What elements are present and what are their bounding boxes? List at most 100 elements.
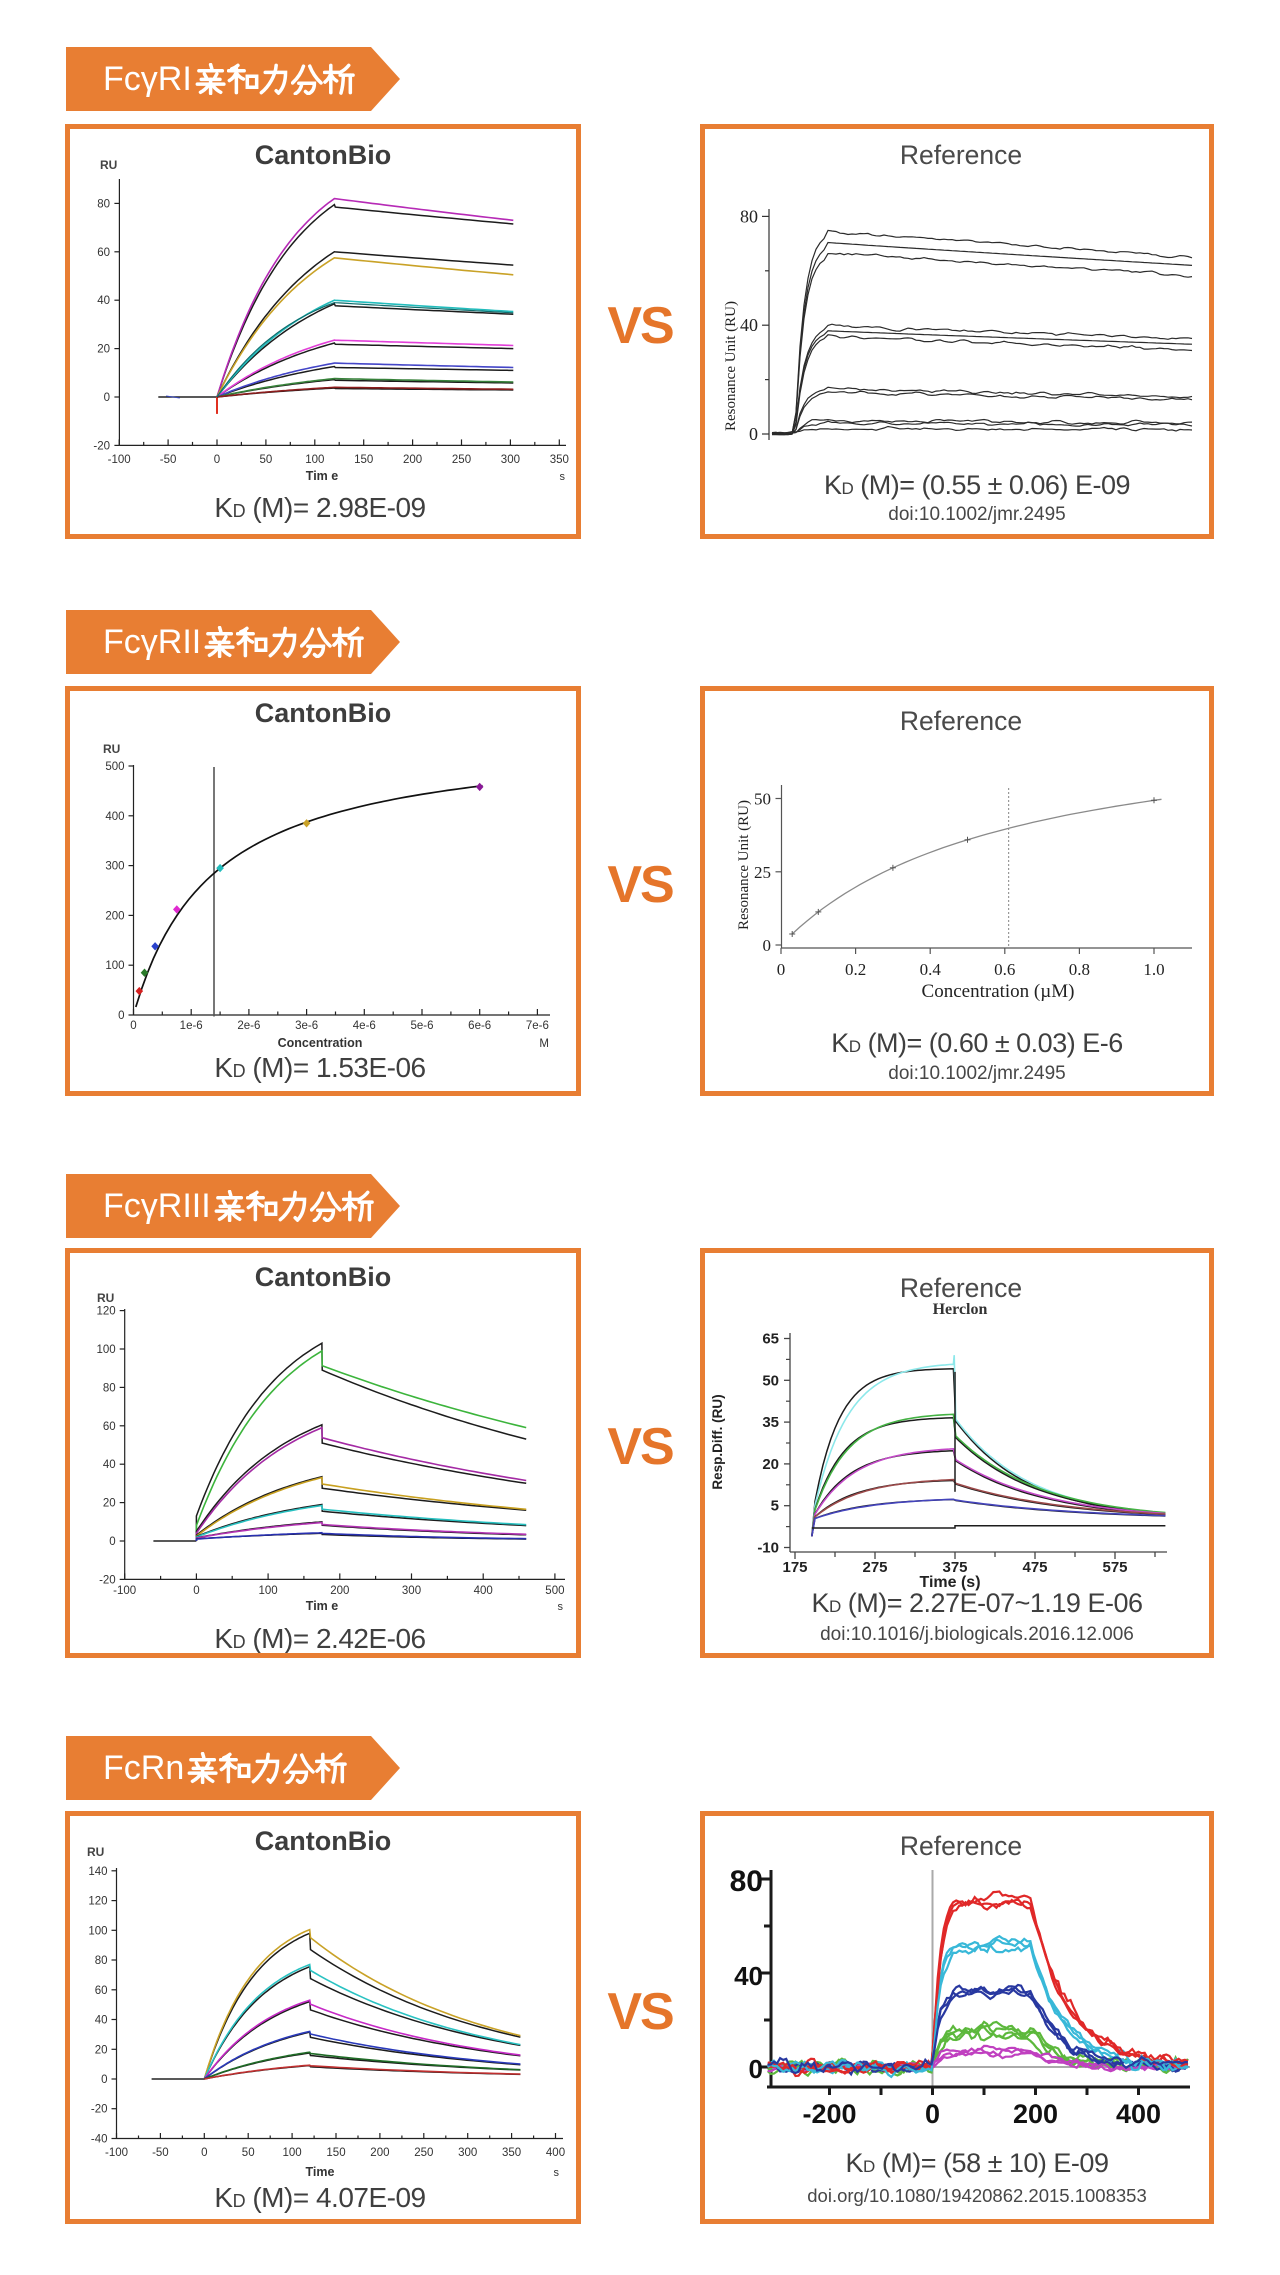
svg-text:Concentration (µM): Concentration (µM) bbox=[922, 981, 1075, 1002]
svg-text:20: 20 bbox=[95, 2044, 108, 2056]
svg-text:20: 20 bbox=[97, 344, 110, 356]
svg-text:100: 100 bbox=[259, 1585, 278, 1597]
svg-text:-20: -20 bbox=[99, 1574, 116, 1586]
svg-text:Resp.Diff. (RU): Resp.Diff. (RU) bbox=[710, 1394, 725, 1489]
svg-text:0: 0 bbox=[749, 2054, 763, 2084]
svg-text:140: 140 bbox=[88, 1866, 107, 1878]
svg-text:50: 50 bbox=[754, 790, 771, 809]
svg-text:0: 0 bbox=[193, 1585, 199, 1597]
svg-text:doi:10.1002/jmr.2495: doi:10.1002/jmr.2495 bbox=[888, 1063, 1065, 1084]
svg-text:0.4: 0.4 bbox=[920, 960, 942, 979]
svg-text:CantonBio: CantonBio bbox=[255, 1262, 391, 1292]
svg-text:400: 400 bbox=[105, 811, 124, 823]
svg-text:20: 20 bbox=[762, 1456, 779, 1473]
svg-text:doi.org/10.1080/19420862.2015.: doi.org/10.1080/19420862.2015.1008353 bbox=[807, 2185, 1147, 2206]
svg-text:80: 80 bbox=[97, 198, 110, 210]
svg-text:KD (M)= 2.27E-07~1.19 E-06: KD (M)= 2.27E-07~1.19 E-06 bbox=[812, 1588, 1143, 1618]
svg-text:2e-6: 2e-6 bbox=[237, 1020, 260, 1032]
svg-text:200: 200 bbox=[403, 454, 422, 466]
svg-text:Reference: Reference bbox=[900, 140, 1022, 170]
svg-text:0: 0 bbox=[763, 936, 772, 955]
svg-text:25: 25 bbox=[754, 863, 771, 882]
svg-text:doi:10.1016/j.biologicals.2016: doi:10.1016/j.biologicals.2016.12.006 bbox=[820, 1624, 1134, 1645]
svg-text:0: 0 bbox=[101, 2074, 107, 2086]
svg-text:300: 300 bbox=[402, 1585, 421, 1597]
svg-text:RU: RU bbox=[87, 1845, 104, 1859]
svg-text:Tim e: Tim e bbox=[306, 469, 338, 483]
svg-text:350: 350 bbox=[502, 2147, 521, 2159]
svg-text:Resonance Unit (RU): Resonance Unit (RU) bbox=[723, 301, 739, 431]
svg-text:5e-6: 5e-6 bbox=[410, 1020, 433, 1032]
svg-text:Resonance Unit (RU): Resonance Unit (RU) bbox=[736, 800, 752, 930]
svg-text:40: 40 bbox=[95, 2015, 108, 2027]
svg-text:40: 40 bbox=[734, 1961, 763, 1991]
svg-text:250: 250 bbox=[452, 454, 471, 466]
svg-text:300: 300 bbox=[458, 2147, 477, 2159]
svg-text:-200: -200 bbox=[802, 2099, 856, 2129]
svg-text:KD (M)= (58 ± 10) E-09: KD (M)= (58 ± 10) E-09 bbox=[846, 2148, 1109, 2178]
svg-text:80: 80 bbox=[103, 1382, 116, 1394]
svg-text:1.0: 1.0 bbox=[1143, 960, 1164, 979]
svg-text:40: 40 bbox=[103, 1459, 116, 1471]
svg-text:-20: -20 bbox=[91, 2104, 108, 2116]
svg-text:0.6: 0.6 bbox=[994, 960, 1015, 979]
svg-text:40: 40 bbox=[740, 315, 758, 335]
svg-text:60: 60 bbox=[95, 1985, 108, 1997]
svg-text:300: 300 bbox=[501, 454, 520, 466]
svg-text:CantonBio: CantonBio bbox=[255, 698, 391, 728]
svg-text:Time (s): Time (s) bbox=[919, 1574, 980, 1591]
svg-text:RU: RU bbox=[97, 1291, 114, 1305]
svg-text:KD (M)= 4.07E-09: KD (M)= 4.07E-09 bbox=[214, 2182, 425, 2213]
svg-text:65: 65 bbox=[762, 1331, 779, 1348]
svg-text:200: 200 bbox=[330, 1585, 349, 1597]
svg-text:20: 20 bbox=[103, 1498, 116, 1510]
svg-text:0: 0 bbox=[777, 960, 786, 979]
svg-text:100: 100 bbox=[88, 1925, 107, 1937]
svg-text:0.2: 0.2 bbox=[845, 960, 866, 979]
svg-text:3e-6: 3e-6 bbox=[295, 1020, 318, 1032]
svg-text:-40: -40 bbox=[91, 2134, 108, 2146]
svg-text:80: 80 bbox=[95, 1955, 108, 1967]
svg-text:0.8: 0.8 bbox=[1069, 960, 1090, 979]
svg-text:150: 150 bbox=[354, 454, 373, 466]
svg-text:-100: -100 bbox=[108, 454, 131, 466]
svg-text:-100: -100 bbox=[113, 1585, 136, 1597]
svg-text:400: 400 bbox=[1116, 2099, 1161, 2129]
svg-text:175: 175 bbox=[782, 1559, 807, 1576]
svg-text:100: 100 bbox=[283, 2147, 302, 2159]
svg-text:60: 60 bbox=[97, 247, 110, 259]
svg-text:Herclon: Herclon bbox=[933, 1301, 988, 1318]
svg-text:KD (M)= 2.42E-06: KD (M)= 2.42E-06 bbox=[214, 1623, 425, 1653]
svg-text:0: 0 bbox=[118, 1010, 124, 1022]
svg-text:50: 50 bbox=[762, 1372, 779, 1389]
svg-text:5: 5 bbox=[771, 1498, 779, 1515]
svg-text:0: 0 bbox=[109, 1536, 115, 1548]
svg-text:RU: RU bbox=[100, 158, 117, 172]
svg-text:Reference: Reference bbox=[900, 706, 1022, 736]
svg-text:200: 200 bbox=[370, 2147, 389, 2159]
svg-text:1e-6: 1e-6 bbox=[180, 1020, 203, 1032]
svg-text:100: 100 bbox=[97, 1344, 116, 1356]
svg-text:350: 350 bbox=[550, 454, 569, 466]
svg-text:80: 80 bbox=[730, 1865, 763, 1898]
svg-text:CantonBio: CantonBio bbox=[255, 140, 391, 170]
svg-text:80: 80 bbox=[740, 206, 758, 226]
svg-text:s: s bbox=[558, 1601, 564, 1613]
svg-text:CantonBio: CantonBio bbox=[255, 1826, 391, 1856]
svg-text:275: 275 bbox=[862, 1559, 887, 1576]
svg-text:120: 120 bbox=[88, 1896, 107, 1908]
svg-text:Reference: Reference bbox=[900, 1831, 1022, 1861]
svg-text:0: 0 bbox=[749, 424, 758, 444]
svg-text:50: 50 bbox=[242, 2147, 255, 2159]
svg-text:-50: -50 bbox=[160, 454, 177, 466]
svg-text:doi:10.1002/jmr.2495: doi:10.1002/jmr.2495 bbox=[888, 504, 1065, 525]
svg-text:200: 200 bbox=[1013, 2099, 1058, 2129]
svg-text:375: 375 bbox=[942, 1559, 967, 1576]
svg-text:35: 35 bbox=[762, 1414, 779, 1431]
svg-text:Reference: Reference bbox=[900, 1273, 1022, 1303]
svg-text:100: 100 bbox=[305, 454, 324, 466]
svg-text:Time: Time bbox=[306, 2165, 335, 2179]
svg-text:RU: RU bbox=[103, 742, 120, 756]
svg-text:KD (M)= (0.55 ± 0.06) E-09: KD (M)= (0.55 ± 0.06) E-09 bbox=[824, 470, 1130, 500]
svg-text:M: M bbox=[539, 1038, 549, 1050]
